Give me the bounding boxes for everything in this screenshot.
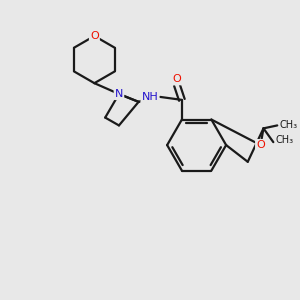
Text: NH: NH — [142, 92, 158, 102]
Text: CH₃: CH₃ — [279, 120, 297, 130]
Text: O: O — [172, 74, 181, 84]
Text: O: O — [90, 31, 99, 41]
Text: CH₃: CH₃ — [275, 135, 293, 145]
Text: O: O — [256, 140, 265, 150]
Text: N: N — [115, 89, 123, 99]
